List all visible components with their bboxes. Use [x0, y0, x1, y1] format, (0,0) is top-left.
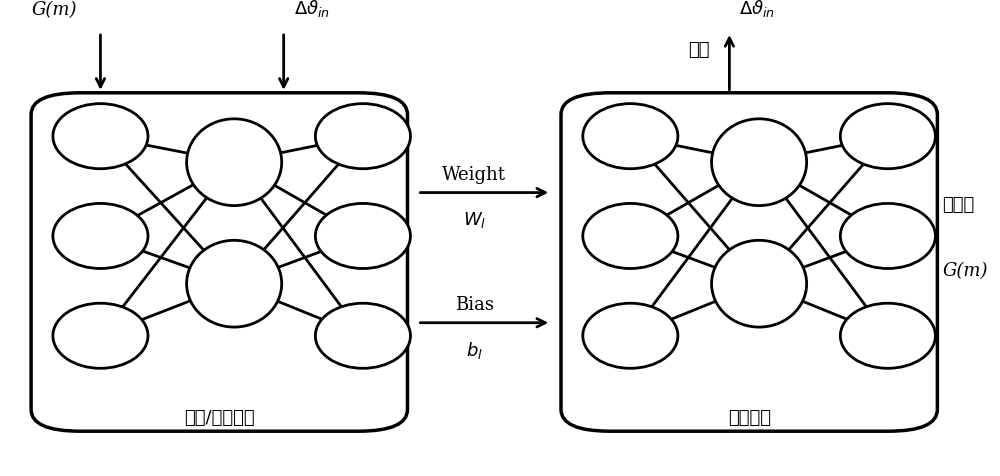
Ellipse shape [53, 303, 148, 368]
Text: 待校正: 待校正 [942, 196, 975, 214]
Ellipse shape [840, 104, 935, 169]
Ellipse shape [187, 240, 282, 327]
Text: G(m): G(m) [942, 262, 988, 280]
Ellipse shape [712, 240, 807, 327]
Ellipse shape [315, 104, 410, 169]
Ellipse shape [840, 203, 935, 268]
Text: G(m): G(m) [31, 1, 77, 19]
FancyBboxPatch shape [31, 93, 407, 431]
Ellipse shape [315, 303, 410, 368]
Text: Bias: Bias [455, 296, 494, 314]
Ellipse shape [53, 203, 148, 268]
Ellipse shape [583, 203, 678, 268]
Text: $b_l$: $b_l$ [466, 340, 483, 361]
Text: 校正阶段: 校正阶段 [728, 409, 771, 427]
Ellipse shape [712, 119, 807, 206]
Text: 训练/测试阶段: 训练/测试阶段 [184, 409, 255, 427]
Text: $W_l$: $W_l$ [463, 210, 486, 230]
Text: $\Delta\vartheta_{in}$: $\Delta\vartheta_{in}$ [739, 0, 775, 19]
Ellipse shape [583, 303, 678, 368]
Text: 预测: 预测 [688, 41, 710, 59]
Ellipse shape [315, 203, 410, 268]
Ellipse shape [840, 303, 935, 368]
Ellipse shape [583, 104, 678, 169]
Text: $\Delta\vartheta_{in}$: $\Delta\vartheta_{in}$ [294, 0, 330, 19]
Ellipse shape [187, 119, 282, 206]
Ellipse shape [53, 104, 148, 169]
Text: Weight: Weight [442, 166, 506, 184]
FancyBboxPatch shape [561, 93, 937, 431]
